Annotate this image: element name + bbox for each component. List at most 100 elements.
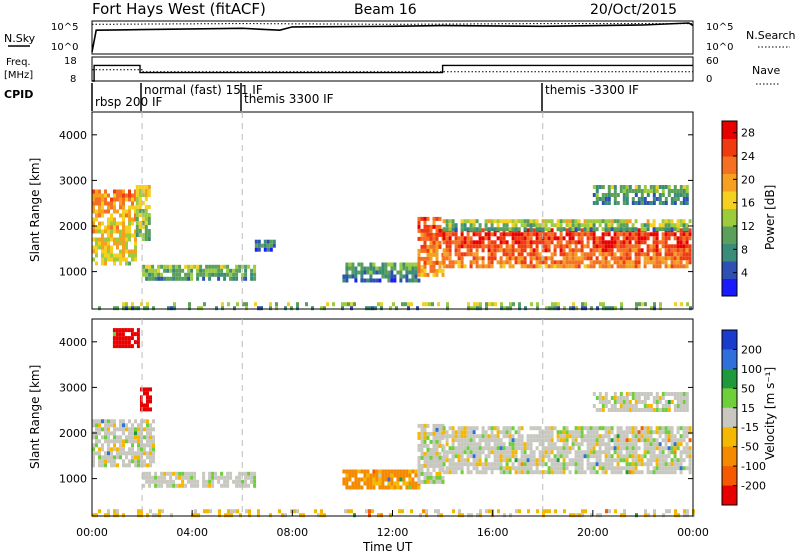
vel-data-cell: [667, 446, 671, 451]
power-data-cell: [604, 260, 608, 265]
power-data-cell: [685, 232, 689, 237]
power-data-cell: [643, 189, 647, 193]
vel-data-cell: [578, 513, 581, 518]
nsearch-label: N.Search: [746, 29, 796, 42]
vel-data-cell: [396, 481, 400, 486]
nsky-tick-bottom: 10^0: [51, 42, 78, 53]
power-data-cell: [679, 244, 683, 249]
vel-data-cell: [643, 400, 647, 404]
vel-data-cell: [137, 431, 140, 436]
power-data-cell: [637, 185, 641, 189]
power-data-cell: [438, 232, 442, 237]
vel-data-cell: [649, 408, 653, 412]
power-data-cell: [547, 236, 551, 241]
power-data-cell: [423, 256, 427, 261]
vel-data-cell: [399, 469, 403, 474]
vel-data-cell: [640, 434, 644, 439]
vel-data-cell: [517, 426, 521, 431]
power-data-cell: [598, 260, 602, 265]
vel-data-cell: [454, 462, 458, 467]
power-data-cell: [595, 193, 599, 197]
power-data-cell: [148, 272, 152, 277]
power-data-cell: [408, 262, 412, 267]
power-data-cell: [393, 262, 397, 267]
power-data-cell: [685, 260, 689, 265]
power-data-cell: [454, 244, 458, 249]
vel-data-cell: [104, 423, 107, 428]
power-data-cell: [502, 252, 506, 257]
vel-data-cell: [396, 473, 400, 478]
vel-data-cell: [238, 471, 242, 476]
power-data-cell: [547, 219, 551, 224]
vel-data-cell: [668, 509, 671, 514]
power-data-cell: [232, 276, 236, 281]
power-data-cell: [448, 256, 452, 261]
power-data-cell: [199, 272, 203, 277]
vel-data-cell: [351, 485, 355, 490]
vel-data-cell: [160, 475, 164, 480]
power-data-cell: [634, 232, 638, 237]
vel-data-cell: [351, 481, 355, 486]
power-data-cell: [559, 252, 563, 257]
power-data-cell: [685, 185, 689, 189]
power-data-cell: [559, 264, 563, 269]
vel-data-cell: [107, 435, 110, 440]
vel-data-cell: [140, 419, 143, 424]
vel-data-cell: [187, 479, 191, 484]
vel-data-cell: [655, 396, 659, 400]
power-data-cell: [172, 268, 176, 273]
vel-data-cell: [479, 509, 482, 514]
power-data-cell: [502, 236, 506, 241]
vel-data-cell: [402, 469, 406, 474]
power-data-cell: [110, 213, 113, 218]
vel-data-cell: [432, 427, 436, 432]
power-data-cell: [432, 248, 436, 253]
power-data-cell: [104, 253, 107, 258]
vel-data-cell: [607, 430, 611, 435]
vel-data-cell: [448, 446, 452, 451]
vel-data-cell: [625, 462, 629, 467]
vel-data-cell: [223, 483, 227, 488]
power-data-cell: [220, 264, 224, 269]
colorbar-swatch: [722, 485, 737, 506]
vel-data-cell: [535, 446, 539, 451]
vel-data-cell: [101, 427, 104, 432]
vel-data-cell: [487, 466, 491, 471]
power-data-cell: [571, 223, 575, 228]
vel-data-cell: [661, 408, 665, 412]
power-data-cell: [435, 228, 439, 233]
power-data-cell: [667, 264, 671, 269]
vel-data-cell: [445, 434, 449, 439]
colorbar-tick: 100: [741, 363, 762, 376]
vel-data-cell: [634, 400, 638, 404]
vel-data-cell: [131, 447, 134, 452]
power-data-cell: [592, 236, 596, 241]
power-data-cell: [568, 256, 572, 261]
power-data-cell: [625, 232, 629, 237]
power-data-cell: [613, 227, 617, 232]
power-data-cell: [429, 252, 433, 257]
vel-data-cell: [574, 442, 578, 447]
power-data-cell: [113, 241, 116, 246]
vel-data-cell: [523, 442, 527, 447]
power-data-cell: [95, 253, 98, 258]
vel-data-cell: [133, 340, 137, 345]
power-data-cell: [116, 189, 119, 194]
power-data-cell: [604, 219, 608, 224]
vel-data-cell: [679, 442, 683, 447]
power-data-cell: [481, 240, 485, 245]
power-data-cell: [454, 252, 458, 257]
vel-data-cell: [682, 408, 686, 412]
power-data-cell: [580, 240, 584, 245]
power-data-cell: [496, 244, 500, 249]
vel-data-cell: [122, 419, 125, 424]
power-data-cell: [559, 219, 563, 224]
power-data-cell: [622, 256, 626, 261]
power-data-cell: [682, 219, 686, 224]
vel-data-cell: [463, 442, 467, 447]
vel-data-cell: [679, 458, 683, 463]
vel-data-cell: [149, 463, 152, 468]
vel-data-cell: [613, 458, 617, 463]
vel-data-cell: [526, 434, 530, 439]
power-data-cell: [592, 248, 596, 253]
